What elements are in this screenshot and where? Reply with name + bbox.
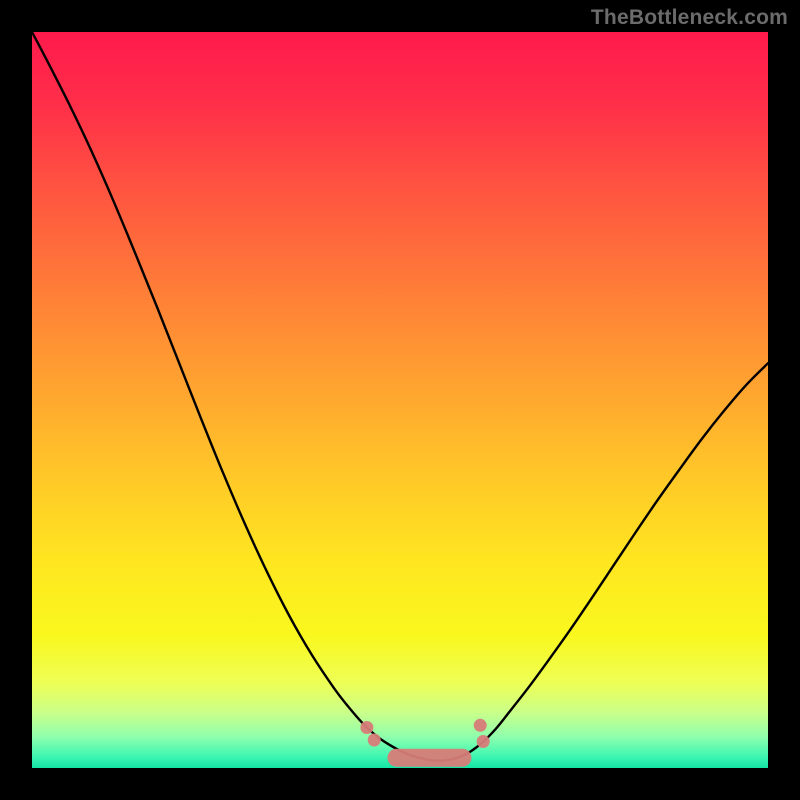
marker-dot: [360, 721, 373, 734]
bottleneck-curve-chart: [0, 0, 800, 800]
marker-dot: [368, 734, 381, 747]
marker-pill: [387, 749, 471, 767]
chart-stage: TheBottleneck.com: [0, 0, 800, 800]
gradient-panel: [32, 32, 768, 768]
watermark-text: TheBottleneck.com: [591, 6, 788, 30]
marker-dot: [474, 719, 487, 732]
marker-dot: [477, 735, 490, 748]
